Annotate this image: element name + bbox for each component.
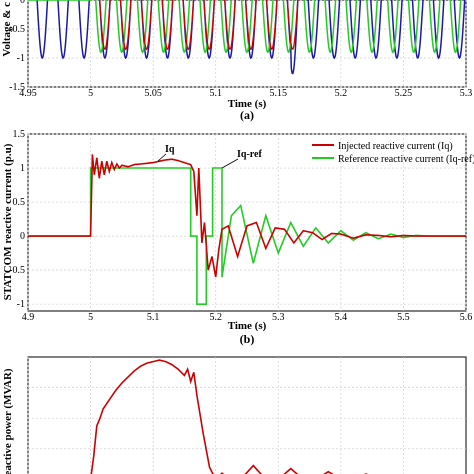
panel-b-series: [28, 154, 466, 306]
panel-a-x-ticks: 4.95 5 5.05 5.1 5.15 5.2 5.25 5.3: [19, 88, 472, 99]
x-tick-label: 4.9: [22, 312, 35, 323]
panel-b-y-ticks: -1 -0.5 0 0.5 1 1.5: [9, 129, 25, 310]
y-tick-label: -1: [17, 53, 25, 64]
panel-c: eactive power (MVAR): [2, 356, 467, 474]
series-line-red: [28, 154, 466, 278]
y-tick-label: 1.5: [13, 129, 26, 140]
panel-a-series: [28, 0, 466, 75]
x-tick-label: 5.3: [272, 312, 285, 323]
x-tick-label: 5.1: [209, 88, 222, 99]
x-tick-label: 5.25: [395, 88, 413, 99]
panel-a-caption: (a): [240, 108, 254, 122]
panel-b-annotation-iq: Iq: [165, 144, 175, 155]
series-line-red: [99, 0, 299, 51]
panel-b-annotation-iq-arrow: [157, 153, 167, 162]
panel-b: 4.9 5 5.1 5.2 5.3 5.4 5.5 5.6 -1 -0.5 0 0.5 1 1.5 Ti…: [2, 129, 474, 346]
panel-b-x-axis-label: Time (s): [228, 320, 267, 332]
x-tick-label: 5.4: [335, 312, 348, 323]
series-line-red: [90, 359, 368, 474]
panel-b-annotation-iq-ref-arrow: [221, 158, 239, 169]
panel-b-legend: Injected reactive current (Iq) Reference…: [312, 141, 474, 165]
panel-c-series: [90, 359, 368, 474]
panel-a-x-axis-label: Time (s): [228, 98, 267, 110]
y-tick-label: 0: [20, 0, 25, 6]
panel-a-y-axis-label: Voltage & c: [1, 2, 13, 57]
x-tick-label: 5.05: [144, 88, 162, 99]
y-tick-label: -1.5: [9, 82, 25, 93]
panel-b-annotation-iq-ref: Iq-ref: [237, 149, 262, 160]
series-line-green: [28, 0, 462, 54]
y-tick-label: -0.5: [9, 24, 25, 35]
x-tick-label: 5.2: [335, 88, 348, 99]
x-tick-label: 5.1: [147, 312, 160, 323]
y-tick-label: -1: [17, 299, 25, 310]
x-tick-label: 5.15: [270, 88, 288, 99]
y-tick-label: 1: [20, 163, 25, 174]
panel-b-x-ticks: 4.9 5 5.1 5.2 5.3 5.4 5.5 5.6: [22, 312, 473, 323]
panel-b-caption: (b): [240, 332, 255, 346]
x-tick-label: 5.5: [397, 312, 410, 323]
panel-c-grid: [27, 357, 466, 474]
y-tick-label: -0.5: [9, 265, 25, 276]
y-tick-label: 0.5: [13, 197, 26, 208]
x-tick-label: 4.95: [19, 88, 37, 99]
y-tick-label: 0: [20, 231, 25, 242]
panel-c-y-axis-label: eactive power (MVAR): [2, 368, 14, 474]
panel-b-y-axis-label: STATCOM reactive current (p.u): [2, 143, 14, 300]
legend-label-iq-ref: Reference reactive current (Iq-ref): [338, 154, 474, 165]
panel-a-y-ticks: -1.5 -1 -0.5 0: [9, 0, 25, 93]
panel-a: 4.95 5 5.05 5.1 5.15 5.2 5.25 5.3 -1.5 -1 -0.5 0 T…: [1, 0, 472, 122]
legend-label-iq: Injected reactive current (Iq): [338, 141, 453, 152]
x-tick-label: 5: [88, 312, 93, 323]
x-tick-label: 5.2: [209, 312, 222, 323]
x-tick-label: 5.6: [460, 312, 473, 323]
x-tick-label: 5.3: [460, 88, 473, 99]
x-tick-label: 5: [88, 88, 93, 99]
